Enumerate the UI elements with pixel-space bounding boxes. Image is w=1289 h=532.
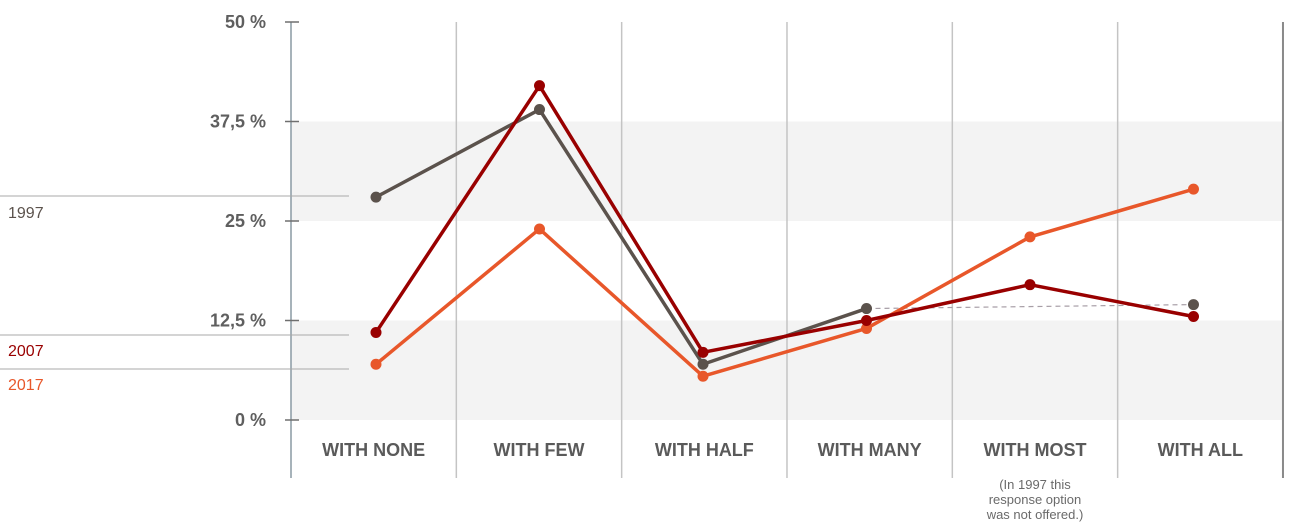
x-category-label: WITH MOST [983, 440, 1086, 460]
point-2007-0 [370, 326, 382, 338]
y-axis: 0 % 12,5 % 25 % 37,5 % 50 % [210, 12, 299, 478]
legend-label-1997: 1997 [8, 205, 44, 222]
series-line-2007 [374, 83, 1194, 355]
point-2017-2 [697, 370, 709, 382]
x-category-label: WITH ALL [1158, 440, 1243, 460]
series-lines [370, 80, 1199, 382]
point-1997-1 [534, 104, 545, 116]
x-category-label: WITH NONE [322, 440, 425, 460]
y-tick-label: 12,5 % [210, 311, 266, 331]
x-category-label: WITH HALF [655, 440, 754, 460]
legend-label-2007: 2007 [8, 343, 44, 360]
legend-label-2017: 2017 [8, 377, 44, 394]
with-most-note-line: response option [989, 492, 1082, 507]
point-1997-5 [1188, 299, 1199, 311]
point-2007-2 [697, 346, 709, 358]
point-2007-1 [534, 80, 545, 92]
legend: 1997 2007 2017 [0, 195, 349, 394]
y-tick-label: 25 % [225, 211, 266, 231]
y-tick-label: 0 % [235, 410, 266, 430]
with-most-note-line: (In 1997 this [999, 477, 1071, 492]
point-2007-3 [861, 315, 872, 326]
category-dividers [455, 22, 1284, 478]
point-1997-2 [697, 358, 709, 370]
point-2017-1 [534, 223, 545, 235]
point-2007-4 [1024, 279, 1036, 291]
y-tick-label: 50 % [225, 12, 266, 32]
point-1997-0 [370, 191, 382, 203]
series-line-2017 [374, 187, 1194, 378]
point-2017-3 [861, 322, 872, 334]
x-category-label: WITH FEW [494, 440, 585, 460]
with-most-note-line: was not offered.) [986, 507, 1084, 522]
point-2017-5 [1188, 183, 1199, 195]
point-2017-0 [370, 358, 382, 370]
x-axis-labels: WITH NONE WITH FEW WITH HALF WITH MANY WITH … [322, 440, 1243, 460]
y-tick-label: 37,5 % [210, 112, 266, 132]
point-2007-5 [1188, 311, 1199, 323]
point-2017-4 [1024, 231, 1036, 243]
point-1997-3 [861, 303, 872, 315]
x-category-label: WITH MANY [818, 440, 922, 460]
